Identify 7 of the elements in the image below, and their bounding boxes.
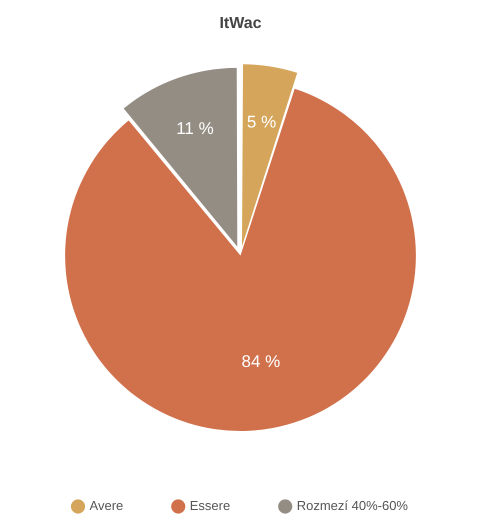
legend-label: Rozmezí 40%-60% [296, 498, 408, 514]
legend-label: Essere [190, 498, 230, 514]
data-label: 5 % [246, 112, 276, 132]
data-label: 84 % [242, 352, 280, 372]
data-label: 11 % [176, 118, 214, 138]
chart-title: ItWac [219, 15, 262, 32]
legend-label: Avere [90, 498, 124, 514]
